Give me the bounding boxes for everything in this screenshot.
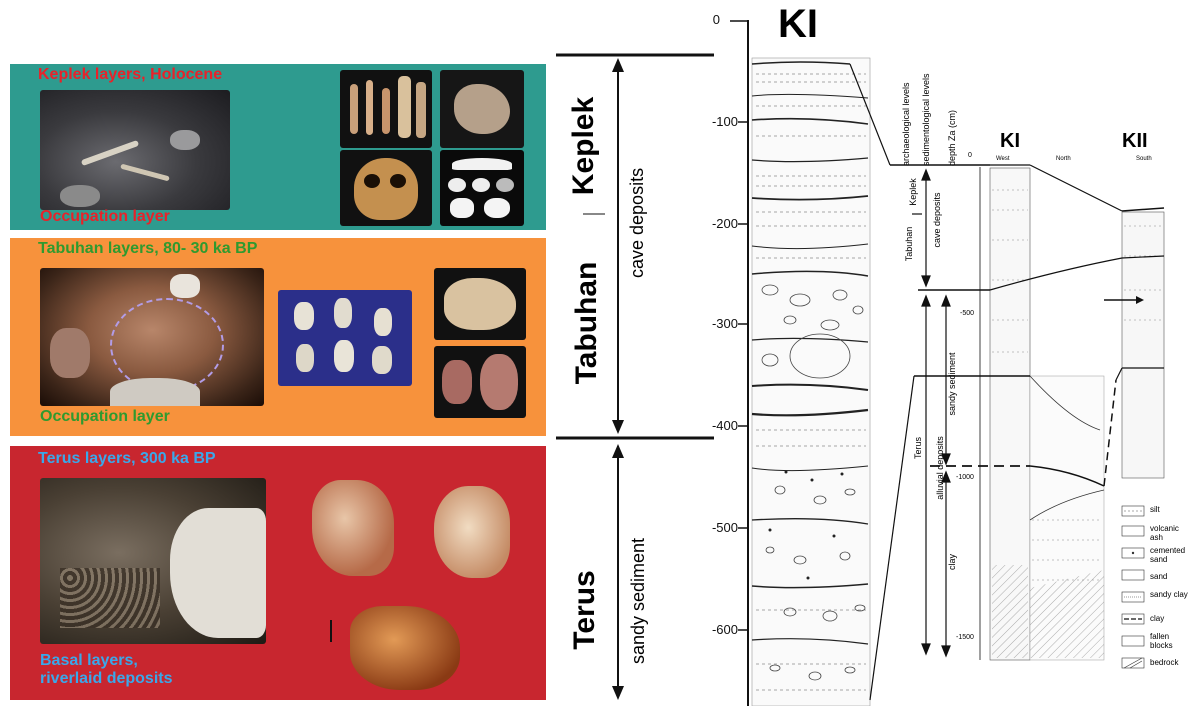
skull-photo <box>340 150 432 226</box>
right-depth-tick-1000: -1000 <box>956 474 974 481</box>
right-clay-label: clay <box>947 554 957 571</box>
kii-profile-title: KII <box>1122 130 1148 152</box>
terus-caption-line1: Basal layers, <box>40 652 138 669</box>
terus-panel: Terus layers, 300 ka BP Basal layers, ri… <box>10 446 546 700</box>
legend-cemented-sand: cemented sand <box>1150 546 1186 564</box>
ki-profile-title: KI <box>1000 130 1020 152</box>
depth-tick-300: -300 <box>711 316 738 331</box>
legend-sand: sand <box>1150 572 1168 581</box>
north-label: North <box>1056 156 1071 162</box>
right-depth-tick-0: 0 <box>968 152 972 159</box>
keplek-occupation-photo <box>40 90 230 210</box>
terus-caption-line2: riverlaid deposits <box>40 670 173 687</box>
scale-bar-icon <box>330 620 332 642</box>
cave-deposits-label: cave deposits <box>627 167 647 278</box>
tabuhan-panel-caption: Occupation layer <box>40 408 170 425</box>
depth-za-header: depth Za (cm) <box>947 109 957 166</box>
legend-silt: silt <box>1150 505 1160 514</box>
shell-ornaments-photo <box>440 150 524 226</box>
depth-tick-400: -400 <box>711 418 738 433</box>
keplek-panel: Keplek layers, Holocene Occupation layer <box>10 64 546 230</box>
right-tabuhan-label: Tabuhan <box>904 226 914 262</box>
right-cave-deposits-label: cave deposits <box>932 192 942 248</box>
depth-tick-600: -600 <box>711 622 738 637</box>
south-label: South <box>1136 156 1152 162</box>
legend-clay: clay <box>1150 614 1165 623</box>
depth-tick-100: -100 <box>711 114 738 129</box>
sandy-sediment-label: sandy sediment <box>628 537 648 665</box>
terus-strat-label: Terus <box>568 570 601 650</box>
legend-sandy-clay: sandy clay <box>1150 590 1188 599</box>
depth-tick-200: -200 <box>711 216 738 231</box>
depth-tick-500: -500 <box>711 520 738 535</box>
right-depth-tick-500: -500 <box>960 310 975 317</box>
legend-fallen-blocks: fallen blocks <box>1150 632 1173 650</box>
right-terus-label: Terus <box>913 437 923 460</box>
tabuhan-panel: Tabuhan layers, 80- 30 ka BP Occupation … <box>10 238 546 436</box>
legend-bedrock: bedrock <box>1150 658 1179 667</box>
keplek-panel-title: Keplek layers, Holocene <box>38 66 223 83</box>
scraper-photo <box>434 268 526 340</box>
tabuhan-occupation-photo <box>40 268 264 406</box>
artifact-3-image <box>350 606 460 690</box>
artifact-2-image <box>434 486 510 578</box>
tabuhan-panel-title: Tabuhan layers, 80- 30 ka BP <box>38 240 258 257</box>
ki-column-title: KI <box>778 2 818 46</box>
keplek-panel-caption: Occupation layer <box>40 208 170 225</box>
sedimentological-levels-header: sedimentological levels <box>921 73 931 166</box>
bone-fragment-photo <box>440 70 524 148</box>
depth-tick-0: 0 <box>712 12 720 27</box>
archaeological-levels-header: archaeological levels <box>901 82 911 166</box>
right-depth-tick-1500: -1500 <box>956 634 974 641</box>
terus-panel-title: Terus layers, 300 ka BP <box>38 450 216 467</box>
keplek-strat-label: Keplek <box>567 96 600 196</box>
red-flakes-photo <box>434 346 526 418</box>
flakes-photo <box>278 290 412 386</box>
bone-tools-photo <box>340 70 432 148</box>
west-label: West <box>996 156 1010 162</box>
tabuhan-strat-label: Tabuhan <box>570 261 603 385</box>
terus-basal-photo <box>40 478 266 644</box>
right-sandy-sediment-label: sandy sediment <box>947 352 957 416</box>
legend-volcanic-ash: volcanic ash <box>1150 524 1179 542</box>
right-keplek-label: Keplek <box>908 178 918 206</box>
right-alluvial-label: alluvial deposits <box>935 436 945 500</box>
artifact-1-image <box>312 480 394 576</box>
